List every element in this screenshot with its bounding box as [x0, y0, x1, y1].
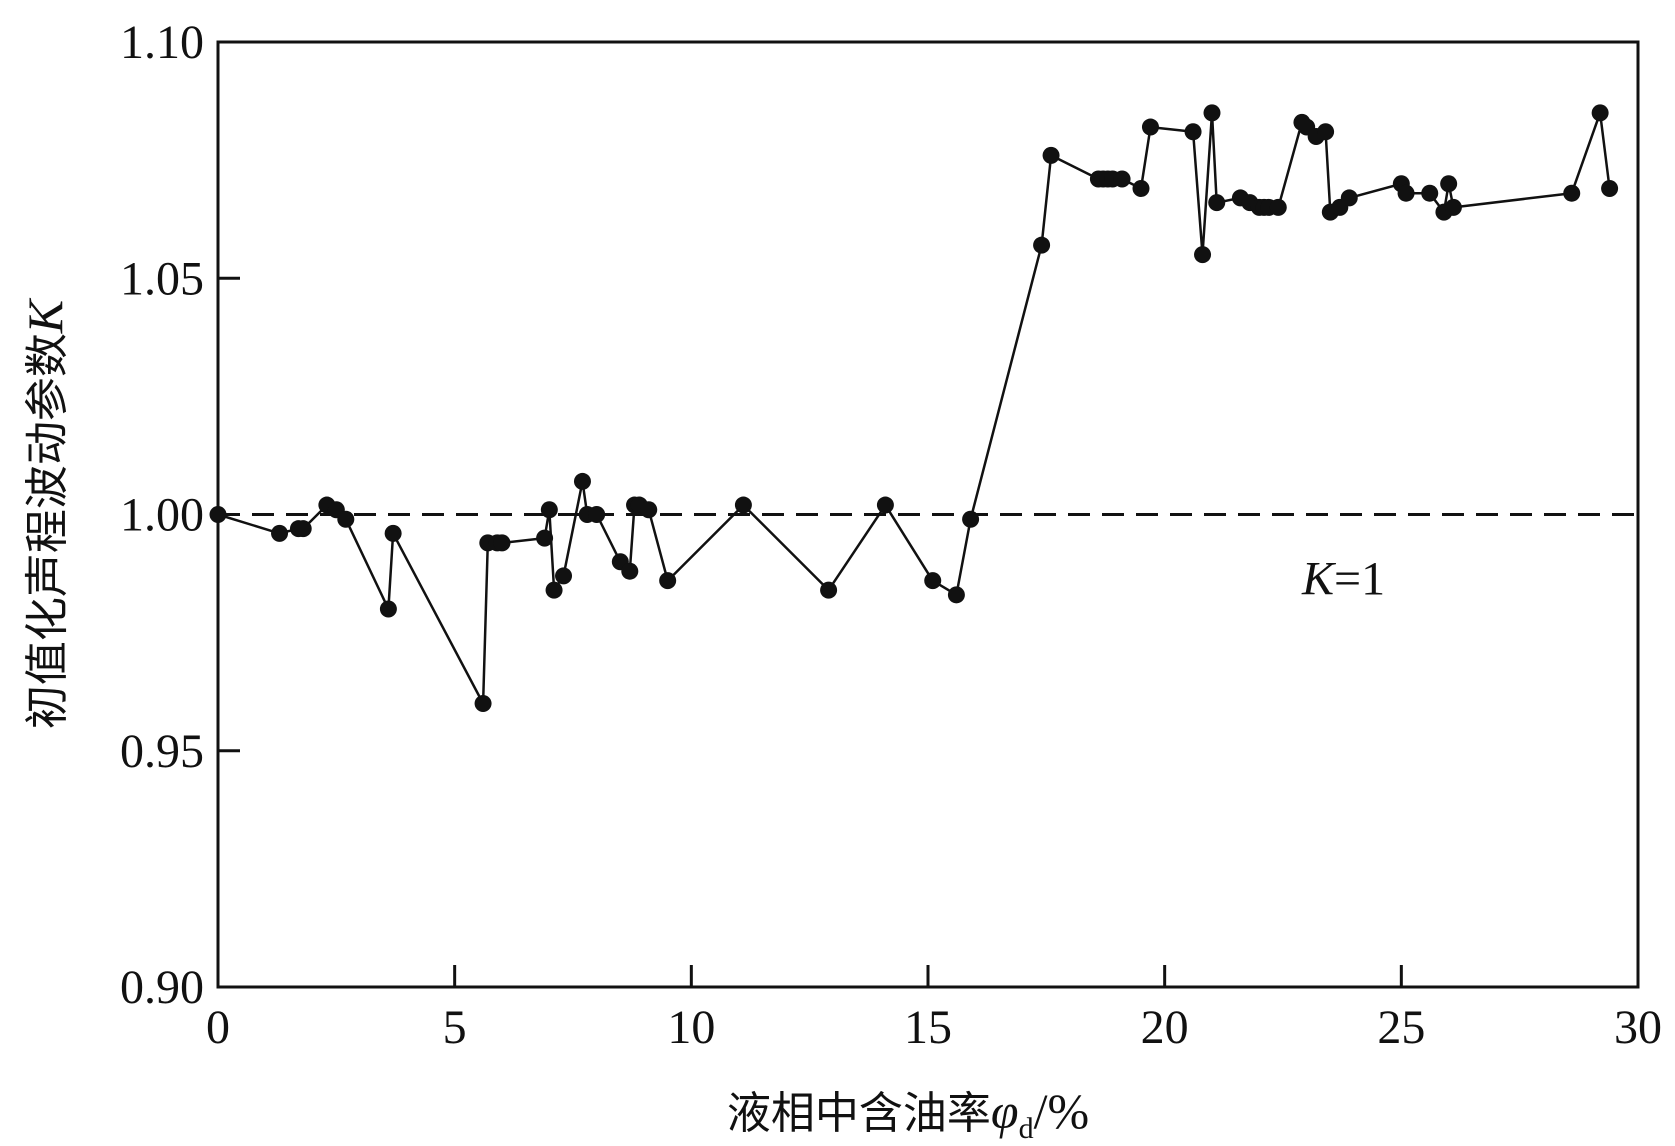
data-point — [1421, 184, 1439, 202]
y-tick-label: 0.95 — [120, 725, 204, 778]
data-point — [1132, 179, 1150, 197]
data-point — [876, 496, 894, 514]
reference-label-text: =1 — [1334, 553, 1385, 606]
data-point — [1203, 104, 1221, 122]
data-point — [621, 562, 639, 580]
x-tick-label: 15 — [904, 1001, 952, 1054]
x-axis-title-unit: /% — [1034, 1083, 1090, 1139]
data-point — [384, 524, 402, 542]
x-axis-ticks: 0 5 10 15 20 25 30 — [206, 965, 1662, 1054]
data-point — [924, 572, 942, 590]
data-point — [947, 586, 965, 604]
reference-label-symbol: K — [1301, 553, 1337, 606]
data-point — [493, 534, 511, 552]
data-point — [1340, 189, 1358, 207]
data-point — [573, 472, 591, 490]
data-point — [536, 529, 554, 547]
series-line — [217, 111, 1611, 705]
x-tick-label: 25 — [1377, 1001, 1425, 1054]
data-point — [1563, 184, 1581, 202]
data-point — [659, 572, 677, 590]
x-tick-label: 10 — [667, 1001, 715, 1054]
x-axis-title-subscript: d — [1019, 1112, 1034, 1145]
x-tick-label: 20 — [1141, 1001, 1189, 1054]
data-point — [540, 501, 558, 519]
x-axis-title-symbol: φ — [991, 1083, 1019, 1139]
plot-frame — [216, 40, 1640, 989]
data-point — [474, 695, 492, 712]
reference-line-label: K=1 — [1301, 553, 1385, 606]
y-axis-title-symbol: K — [17, 297, 73, 334]
y-axis-ticks: 0.90 0.95 1.00 1.05 1.10 — [120, 16, 240, 1014]
x-axis-title: 液相中含油率φd/% — [727, 1083, 1089, 1145]
data-point — [1601, 179, 1619, 197]
data-point — [1591, 104, 1609, 122]
x-tick-label: 30 — [1614, 1001, 1662, 1054]
data-point — [1317, 123, 1335, 141]
data-point — [294, 520, 312, 538]
data-point — [1194, 246, 1212, 264]
y-axis-title: 初值化声程波动参数K — [17, 297, 73, 729]
data-point — [734, 496, 752, 514]
data-point — [1397, 184, 1415, 202]
y-tick-label: 1.10 — [120, 16, 204, 69]
data-point — [1113, 170, 1131, 188]
y-tick-label: 1.05 — [120, 252, 204, 305]
data-point — [640, 501, 658, 519]
data-point — [1033, 236, 1051, 254]
data-point — [1184, 123, 1202, 141]
y-tick-label: 1.00 — [120, 489, 204, 542]
data-point — [337, 510, 355, 528]
y-axis-title-text: 初值化声程波动参数 — [22, 333, 73, 729]
data-point — [962, 510, 980, 528]
data-point — [379, 600, 397, 618]
x-tick-label: 0 — [206, 1001, 230, 1054]
x-tick-label: 5 — [443, 1001, 467, 1054]
data-point — [1042, 146, 1060, 164]
series-markers — [209, 104, 1619, 712]
data-point — [545, 581, 563, 599]
data-point — [1269, 198, 1287, 216]
x-axis-title-text: 液相中含油率 — [727, 1088, 991, 1139]
data-point — [1444, 198, 1462, 216]
data-point — [555, 567, 573, 585]
data-point — [1440, 175, 1458, 193]
data-point — [271, 524, 289, 542]
data-point — [1208, 194, 1226, 212]
data-point — [588, 506, 606, 523]
data-point — [1141, 118, 1159, 136]
y-tick-label: 0.90 — [120, 961, 204, 1014]
data-point — [820, 581, 838, 599]
